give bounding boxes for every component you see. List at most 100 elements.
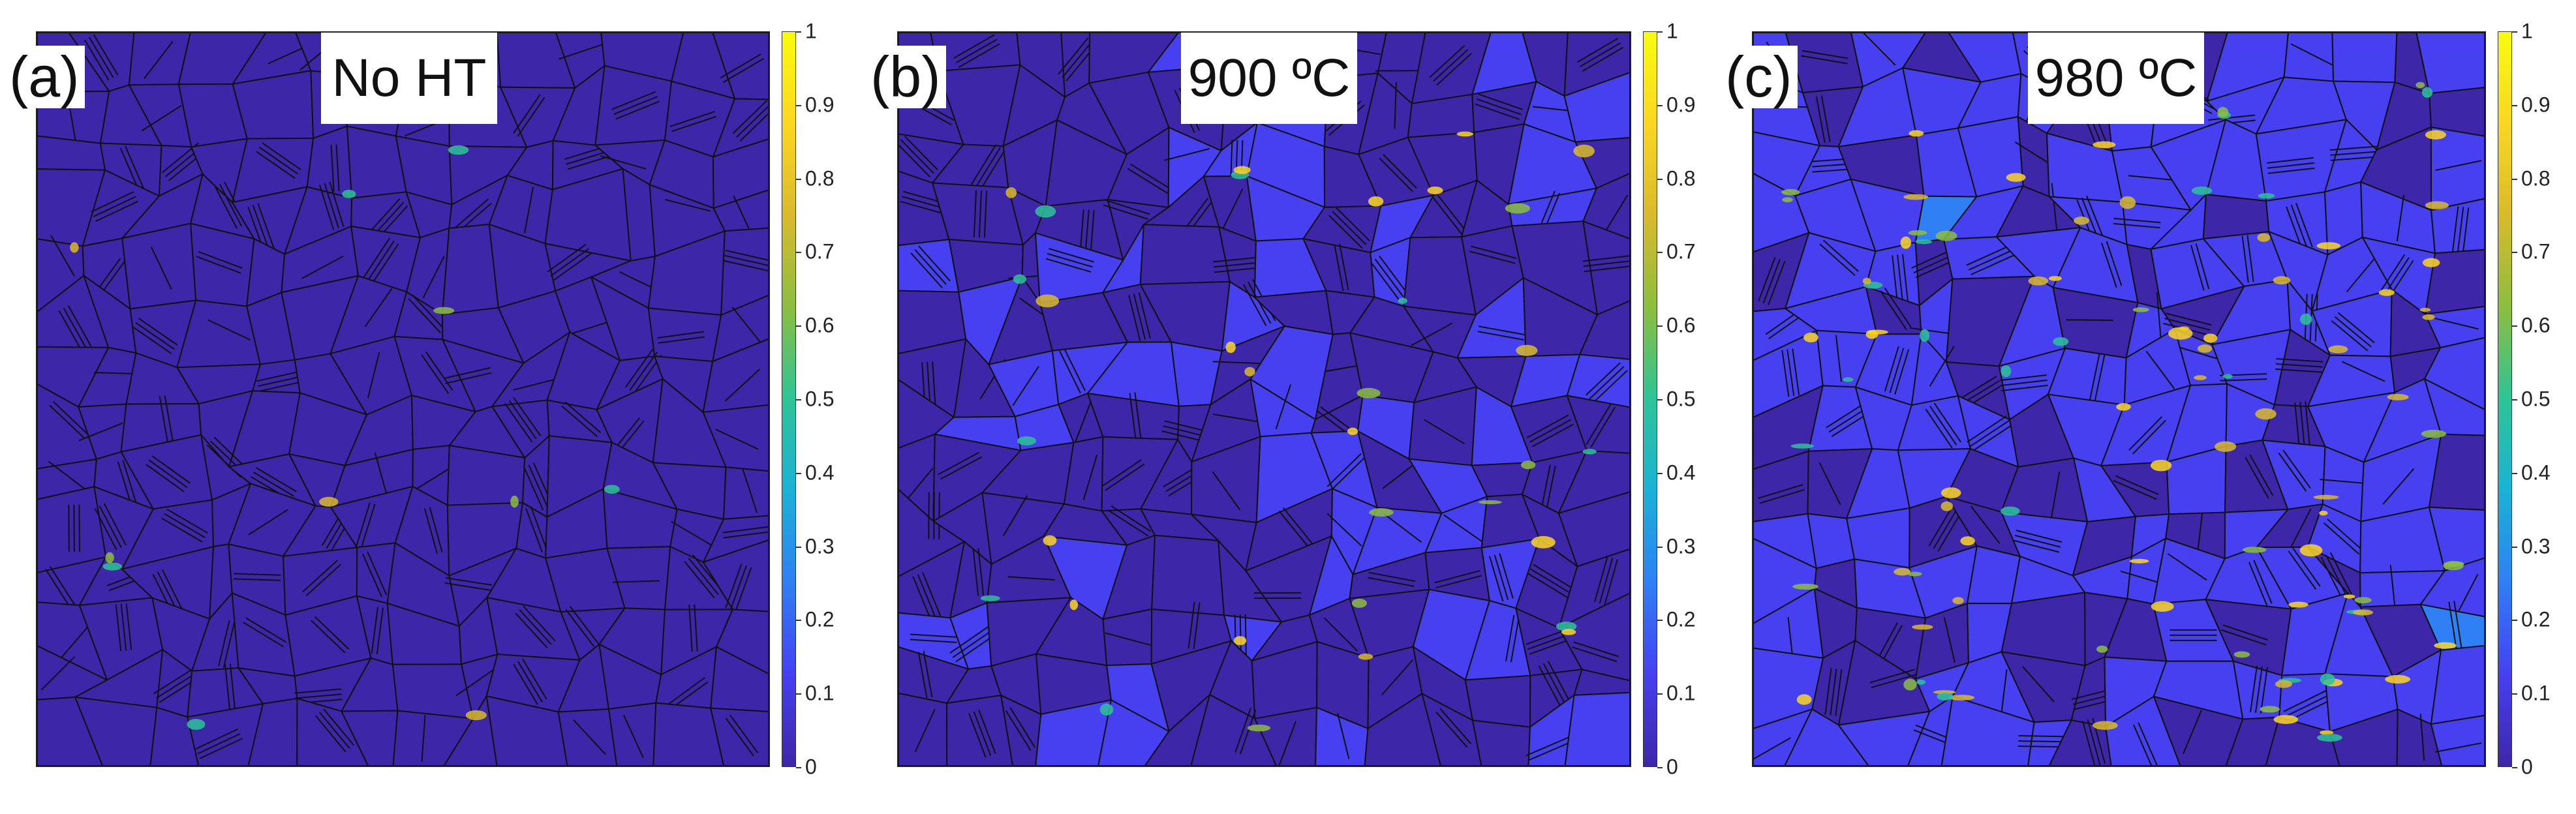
twin-boundary: [525, 507, 543, 553]
hotspot: [2425, 201, 2449, 209]
twin-boundary: [335, 144, 340, 192]
grain: [2265, 716, 2340, 766]
twin-boundary: [49, 404, 85, 438]
hotspot: [2048, 276, 2062, 281]
twin-boundary: [1929, 346, 1955, 387]
twin-boundary: [2246, 235, 2254, 282]
twin-boundary: [1584, 265, 1630, 273]
colorbar-tick-mark: [796, 693, 801, 695]
grain-boundary-network: [1753, 33, 2485, 766]
twin-boundary: [1819, 243, 1856, 276]
hotspot: [2434, 642, 2457, 649]
grain: [1144, 693, 1211, 766]
grain: [2430, 644, 2485, 725]
twin-boundary: [1966, 245, 2010, 266]
twin-boundary: [573, 719, 606, 755]
twin-boundary: [229, 663, 236, 711]
twin-boundary: [523, 466, 544, 511]
twin-boundary: [2330, 156, 2378, 161]
hotspot: [1865, 330, 1878, 339]
twin-boundary: [1970, 254, 2014, 276]
hotspot: [2260, 706, 2280, 713]
twin-boundary: [513, 663, 538, 705]
hotspot: [2385, 674, 2411, 684]
twin-boundary: [522, 658, 547, 700]
twin-boundary: [2018, 745, 2066, 748]
twin-boundary: [523, 605, 556, 642]
hotspot: [1937, 693, 1954, 701]
twin-boundary: [1064, 348, 1086, 391]
twin-boundary: [2018, 740, 2066, 743]
twin-boundary: [408, 298, 442, 334]
twin-boundary: [2132, 724, 2153, 766]
twin-boundary: [1243, 284, 1267, 327]
grain: [296, 697, 369, 766]
grain: [2423, 378, 2485, 436]
twin-boundary: [723, 531, 769, 539]
twin-boundary: [952, 630, 992, 658]
twin-boundary: [1105, 199, 1150, 215]
twin-boundary: [164, 513, 206, 538]
twin-boundary: [53, 401, 88, 435]
grain: [1557, 449, 1630, 515]
twin-boundary: [2254, 666, 2263, 714]
twin-boundary: [301, 255, 344, 279]
twin-boundary: [513, 94, 541, 134]
colorbar: [1643, 31, 1657, 767]
colorbar-tick-mark: [1657, 546, 1663, 548]
twin-boundary: [58, 624, 90, 661]
twin-boundary: [622, 714, 644, 759]
hotspot: [2353, 609, 2374, 616]
grain: [2423, 337, 2485, 411]
grain: [2027, 719, 2073, 766]
hotspot: [2419, 307, 2431, 312]
twin-boundary: [1792, 348, 1800, 396]
hotspot: [1920, 329, 1930, 342]
grain: [1940, 695, 2035, 766]
twin-boundary: [914, 249, 947, 285]
grain: [2428, 506, 2485, 572]
hotspot: [2093, 141, 2116, 149]
colorbar-tick-label: 0: [1666, 755, 1678, 779]
twin-boundary: [58, 310, 83, 352]
colorbar-tick-mark: [2512, 104, 2517, 106]
twin-boundary: [444, 367, 491, 379]
twin-boundary: [156, 672, 197, 699]
twin-boundary: [613, 96, 658, 115]
colorbar-tick-label: 0.1: [2521, 681, 2551, 705]
twin-boundary: [736, 105, 769, 138]
twin-boundary: [2453, 601, 2462, 648]
twin-boundary: [1602, 194, 1629, 235]
twin-boundary: [151, 455, 191, 484]
twin-boundary: [1526, 736, 1570, 757]
twin-boundary: [722, 526, 769, 534]
hotspot: [2299, 544, 2323, 557]
twin-boundary: [1902, 254, 1909, 301]
hotspot: [2320, 730, 2334, 735]
twin-boundary: [528, 464, 549, 508]
twin-boundary: [1576, 38, 1619, 63]
twin-boundary: [983, 190, 988, 238]
twin-boundary: [1589, 366, 1625, 400]
twin-boundary: [95, 200, 139, 222]
twin-boundary: [2022, 666, 2055, 702]
colorbar-tick-mark: [1657, 472, 1663, 474]
twin-boundary: [2283, 690, 2326, 712]
condition-label: 980 ºC: [2028, 33, 2204, 124]
twin-boundary: [1869, 669, 1916, 684]
panel-c: (c) 980 ºC 1 0.9 0.8 0.7 0.6 0.5 0.4 0.3 0.2 0.1 0: [1716, 0, 2564, 814]
twin-boundary: [2195, 243, 2210, 290]
twin-boundary: [1368, 577, 1415, 587]
colorbar-ticks: 1 0.9 0.8 0.7 0.6 0.5 0.4 0.3 0.2 0.1 0: [2512, 20, 2566, 779]
hotspot: [604, 485, 620, 494]
colorbar-tick-label: 0.4: [805, 460, 835, 485]
twin-boundary: [195, 728, 239, 750]
hotspot: [319, 496, 339, 507]
twin-boundary: [1826, 402, 1867, 429]
hotspot: [187, 719, 206, 730]
hotspot: [2197, 344, 2213, 353]
twin-boundary: [1545, 465, 1556, 513]
twin-boundary: [50, 235, 75, 277]
twin-boundary: [243, 622, 284, 648]
colorbar-tick-label: 0.4: [2521, 460, 2551, 485]
